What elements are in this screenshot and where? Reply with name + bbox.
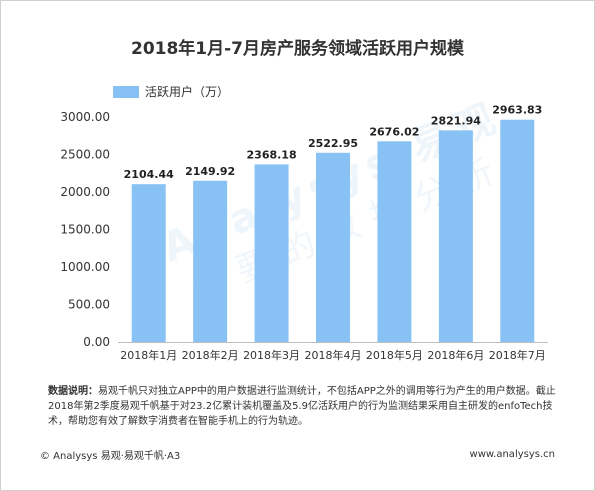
bar bbox=[131, 184, 166, 342]
x-tick-label: 2018年7月 bbox=[489, 348, 546, 362]
x-tick-label: 2018年3月 bbox=[243, 348, 300, 362]
chart-legend: 活跃用户（万） bbox=[113, 83, 229, 100]
y-tick-label: 1500.00 bbox=[60, 223, 110, 237]
legend-label: 活跃用户（万） bbox=[145, 85, 230, 99]
x-tick-label: 2018年5月 bbox=[366, 348, 423, 362]
data-notes: 数据说明：易观千帆只对独立APP中的用户数据进行监测统计，不包括APP之外的调用… bbox=[48, 384, 558, 429]
x-tick-label: 2018年2月 bbox=[182, 348, 239, 362]
bar-value-label: 2522.95 bbox=[308, 137, 358, 150]
x-tick-label: 2018年4月 bbox=[305, 348, 362, 362]
y-tick-label: 1000.00 bbox=[60, 260, 110, 274]
bar bbox=[193, 180, 228, 342]
x-tick-label: 2018年1月 bbox=[120, 348, 177, 362]
bar-value-label: 2676.02 bbox=[369, 125, 419, 138]
bar-value-label: 2104.44 bbox=[124, 168, 174, 181]
bar-chart: 0.00 500.00 1000.00 1500.00 2000.00 2500.00 30… bbox=[60, 104, 548, 362]
bar-value-label: 2149.92 bbox=[185, 165, 235, 178]
footer-copyright: © Analysys 易观·易观千帆·A3 bbox=[40, 451, 181, 462]
footer-website: www.analysys.cn bbox=[469, 449, 555, 460]
notes-text: 易观千帆只对独立APP中的用户数据进行监测统计，不包括APP之外的调用等行为产生… bbox=[48, 386, 556, 427]
bar bbox=[500, 119, 535, 342]
bar-value-label: 2368.18 bbox=[247, 148, 297, 161]
bar-value-label: 2963.83 bbox=[492, 104, 542, 117]
bar bbox=[254, 164, 289, 342]
bar bbox=[377, 141, 412, 342]
bar-value-label: 2821.94 bbox=[431, 114, 481, 127]
y-tick-label: 500.00 bbox=[68, 298, 110, 312]
y-tick-label: 2500.00 bbox=[60, 148, 110, 162]
legend-swatch bbox=[113, 85, 139, 98]
y-tick-label: 3000.00 bbox=[60, 110, 110, 124]
x-tick-label: 2018年6月 bbox=[427, 348, 484, 362]
notes-label: 数据说明： bbox=[48, 386, 98, 397]
bar bbox=[438, 130, 473, 342]
bar bbox=[316, 152, 350, 342]
y-tick-label: 0.00 bbox=[83, 335, 110, 349]
chart-title: 2018年1月-7月房产服务领域活跃用户规模 bbox=[130, 39, 465, 59]
y-tick-label: 2000.00 bbox=[60, 185, 110, 199]
